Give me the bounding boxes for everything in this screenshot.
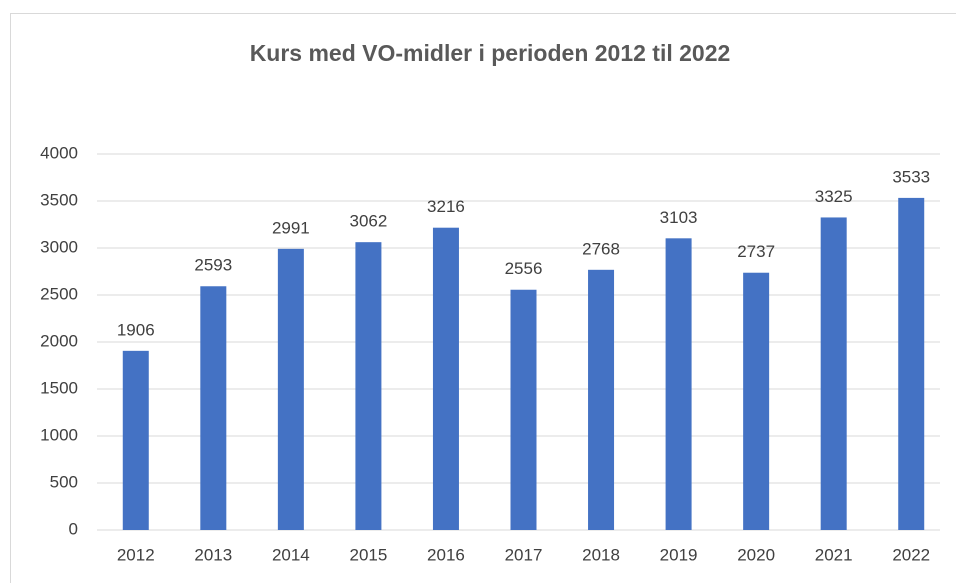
bar [200,286,227,530]
data-label: 3325 [815,187,853,206]
bar [820,217,847,530]
y-tick-label: 2500 [40,284,78,303]
data-label: 2768 [582,239,620,258]
data-label: 3533 [892,167,930,186]
data-label: 1906 [117,320,155,339]
x-tick-label: 2021 [815,545,853,564]
y-tick-label: 1500 [40,378,78,397]
x-tick-label: 2012 [117,545,155,564]
bar [432,227,459,531]
y-tick-label: 3500 [40,190,78,209]
data-label: 3103 [660,208,698,227]
x-tick-label: 2013 [194,545,232,564]
bar [510,289,537,530]
data-label: 2991 [272,218,310,237]
y-tick-label: 3000 [40,237,78,256]
bar [122,350,149,530]
y-tick-label: 0 [69,519,78,538]
x-tick-label: 2015 [349,545,387,564]
data-label: 3062 [349,212,387,231]
x-tick-label: 2017 [505,545,543,564]
bar [355,242,382,530]
bar [898,197,925,530]
y-tick-label: 4000 [40,143,78,162]
x-tick-label: 2018 [582,545,620,564]
bar [743,272,770,530]
bar [588,269,615,530]
x-tick-label: 2020 [737,545,775,564]
y-tick-label: 2000 [40,331,78,350]
y-tick-label: 500 [50,472,78,491]
x-tick-label: 2014 [272,545,310,564]
x-tick-label: 2022 [892,545,930,564]
x-tick-label: 2019 [660,545,698,564]
chart-title: Kurs med VO-midler i perioden 2012 til 2… [250,40,731,66]
data-label: 2737 [737,242,775,261]
x-tick-label: 2016 [427,545,465,564]
data-label: 2593 [194,256,232,275]
data-label: 2556 [505,259,543,278]
data-label: 3216 [427,197,465,216]
chart-border [10,13,956,583]
y-tick-label: 1000 [40,425,78,444]
bar [665,238,692,530]
bar [277,248,304,530]
